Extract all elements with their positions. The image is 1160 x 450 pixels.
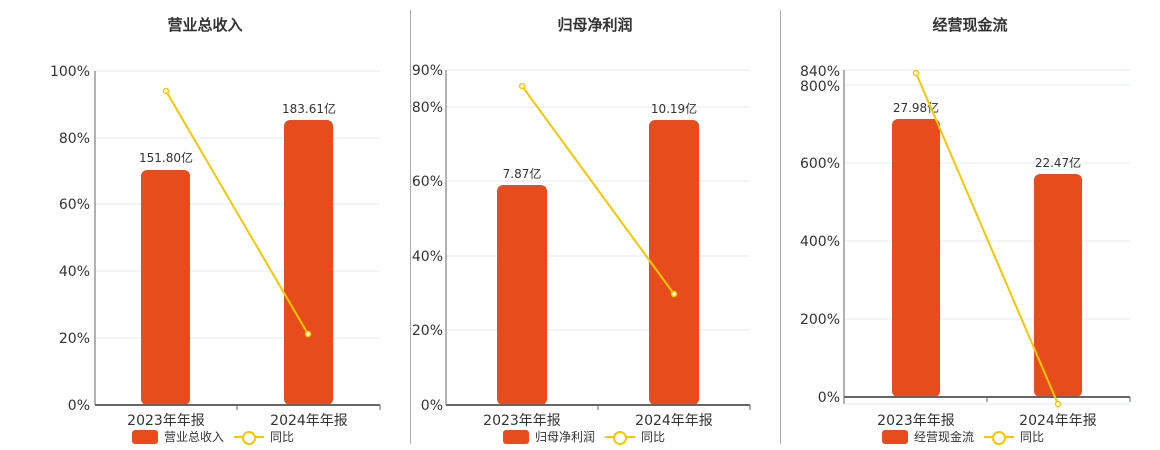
y-tick: 400% [800,234,840,250]
legend-revenue[interactable]: 营业总收入 同比 [132,428,294,445]
y-tick: 80% [412,100,443,116]
bar-label: 151.80亿 [139,150,193,165]
legend-bar-swatch [503,429,529,444]
legend-bar-swatch [882,429,908,444]
bar-2023 [141,170,190,405]
legend-line-icon [234,430,265,445]
y-tick: 20% [59,331,90,347]
legend-bar-swatch [132,429,158,444]
bar-label: 27.98亿 [893,100,939,115]
y-tick: 100% [50,64,90,80]
bar-label: 22.47亿 [1035,155,1081,170]
bar-label: 183.61亿 [282,101,336,116]
y-tick: 840% [800,64,840,80]
bar-label: 10.19亿 [651,101,697,116]
y-tick: 0% [818,390,840,406]
chart-revenue: 100% 80% 60% 40% 20% 0% 151.80亿 183.61亿 … [50,64,381,429]
y-tick: 40% [59,264,90,280]
y-tick: 60% [59,197,90,213]
chart-title: 归母净利润 [557,16,633,34]
x-tick: 2023年年报 [127,413,205,429]
x-tick: 2024年年报 [270,413,348,429]
x-tick: 2024年年报 [1019,413,1097,429]
bar-2023 [892,119,940,397]
divider [780,10,781,444]
legend-net-profit[interactable]: 归母净利润 同比 [503,428,665,445]
chart-cashflow: 840% 800% 600% 400% 200% 0% 27.98亿 22.47… [800,64,1131,429]
chart-title: 营业总收入 [167,16,243,34]
y-tick: 0% [68,398,90,414]
legend-bar-label[interactable]: 营业总收入 [164,430,225,444]
bar-2024 [284,120,333,405]
y-tick: 200% [800,312,840,328]
chart-net-profit: 90% 80% 60% 40% 20% 0% 7.87亿 10.19亿 2023… [412,63,751,429]
y-tick: 40% [412,249,443,265]
bar-2024 [649,120,699,405]
x-tick: 2023年年报 [877,413,955,429]
legend-line-label[interactable]: 同比 [1020,430,1045,444]
legend-line-label[interactable]: 同比 [270,430,295,444]
legend-line-icon [605,430,636,445]
bar-label: 7.87亿 [503,166,542,181]
chart-title: 经营现金流 [932,16,1008,34]
y-tick: 80% [59,131,90,147]
bar-2024 [1034,174,1082,397]
legend-line-label[interactable]: 同比 [641,430,666,444]
legend-cashflow[interactable]: 经营现金流 同比 [882,428,1044,445]
y-tick: 60% [412,174,443,190]
y-tick: 600% [800,156,840,172]
legend-line-icon [984,430,1015,445]
y-tick: 800% [800,79,840,95]
legend-bar-label[interactable]: 经营现金流 [914,430,975,444]
panel-net-profit: 归母净利润 [410,0,780,450]
y-tick: 0% [421,398,443,414]
bar-2023 [497,185,547,405]
y-tick: 90% [412,63,443,79]
legend-bar-label[interactable]: 归母净利润 [535,430,596,444]
y-tick: 20% [412,323,443,339]
panel-cashflow: 经营现金流 [780,0,1160,450]
panel-revenue: 营业总收入 [0,0,400,450]
x-tick: 2023年年报 [483,413,561,429]
x-tick: 2024年年报 [635,413,713,429]
divider [410,10,411,444]
